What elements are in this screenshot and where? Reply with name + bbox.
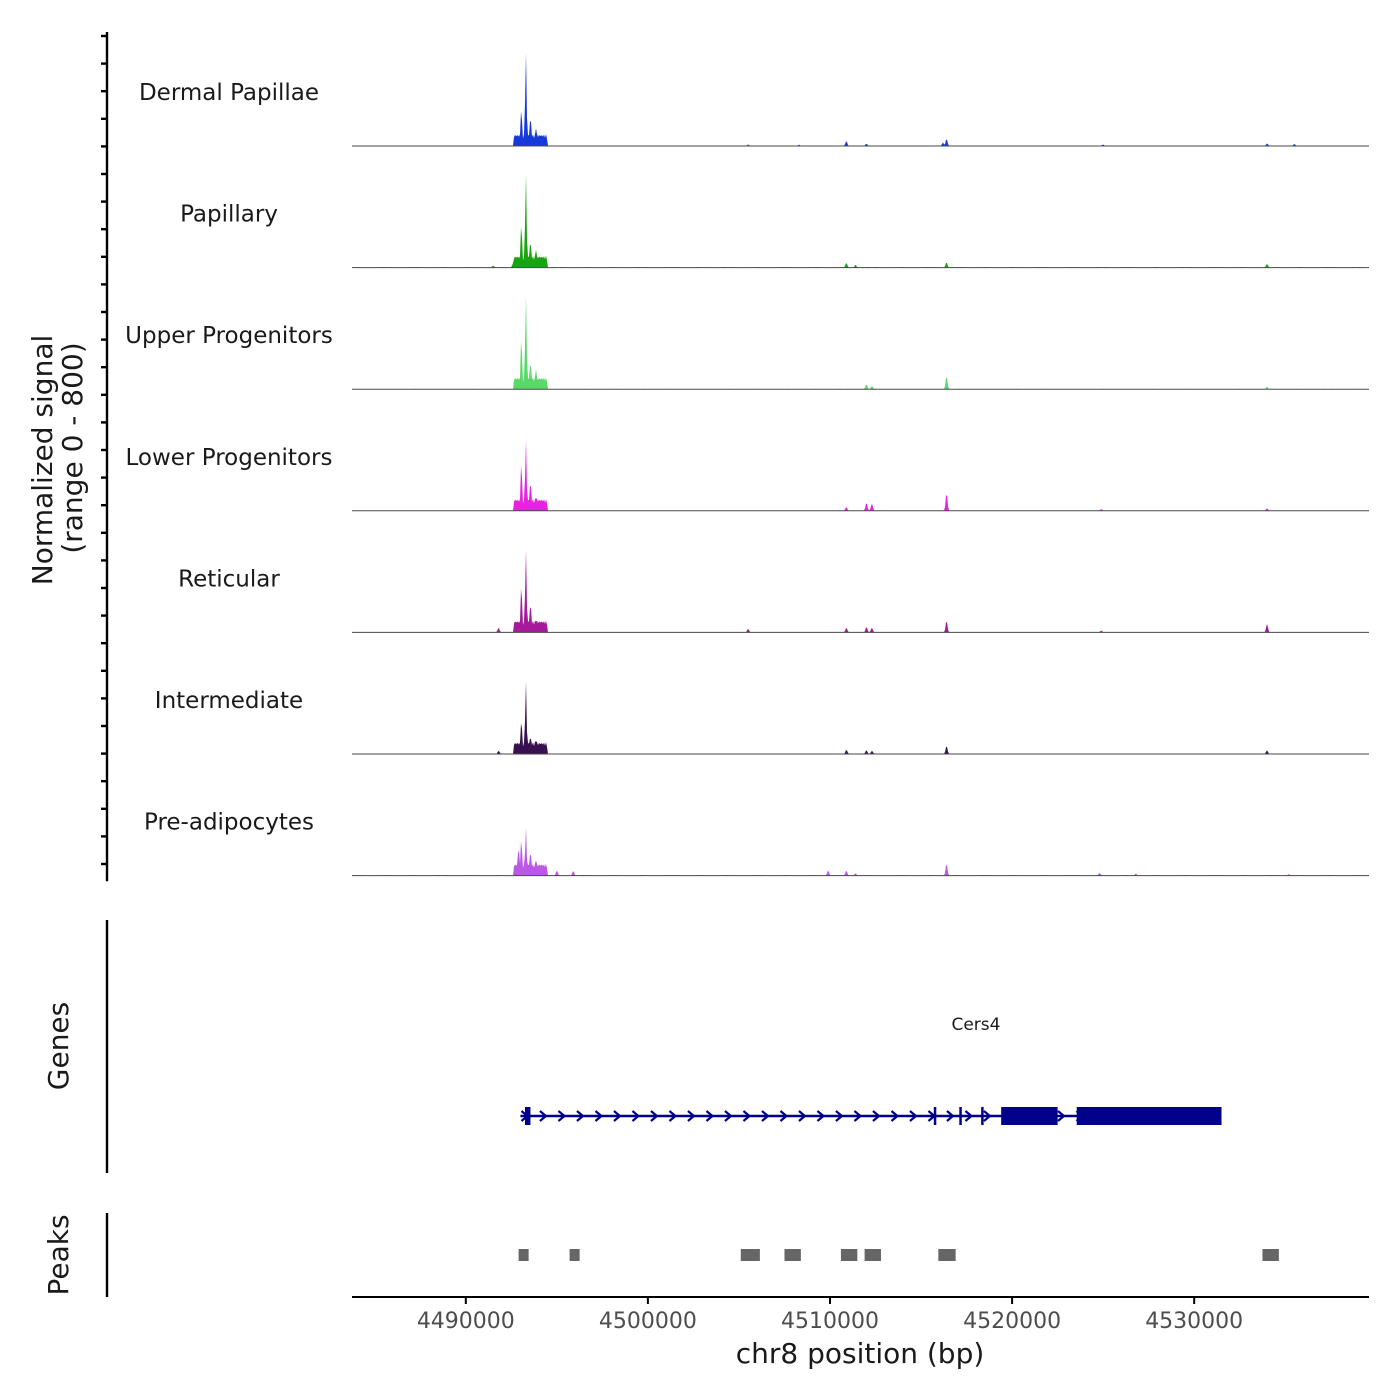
track-upper-progenitors: Upper Progenitors [125,295,1369,390]
signal-area [352,827,1369,876]
track-pre-adipocytes: Pre-adipocytes [144,810,1369,877]
strand-arrow [613,1110,622,1122]
peak-region [784,1249,801,1261]
strand-arrow [909,1110,918,1122]
x-tick-label: 4500000 [599,1309,697,1334]
x-tick-label: 4530000 [1145,1309,1243,1334]
strand-arrow [724,1110,733,1122]
signal-area [352,295,1369,390]
strand-arrow [668,1110,678,1122]
strand-arrow [1057,1110,1066,1122]
peak-region [569,1249,580,1261]
peaks-panel-label: Peaks [42,1214,75,1295]
exon [1001,1107,1058,1125]
strand-arrow [539,1110,548,1122]
signal-tracks: Dermal Papillae Papillary Upper Progenitor… [125,52,1369,877]
y-axis-title-line2: (range 0 - 800) [56,342,89,553]
strand-arrow [946,1110,955,1122]
strand-arrow [650,1110,659,1122]
x-tick-label: 4510000 [781,1309,879,1334]
signal-y-axis [101,32,109,882]
strand-arrow [687,1110,696,1122]
peak-region [864,1249,881,1261]
genes-panel-label: Genes [42,1002,75,1090]
gene-name-label: Cers4 [951,1015,1000,1035]
x-tick-label: 4490000 [417,1309,515,1334]
gene-cers4: Cers4 [520,1015,1222,1125]
signal-area [352,439,1369,511]
peak-region [1262,1249,1279,1261]
strand-arrow [557,1110,567,1122]
strand-arrow [853,1110,863,1122]
strand-arrow [779,1110,789,1122]
strand-arrow [594,1110,604,1122]
x-axis-title: chr8 position (bp) [736,1337,985,1370]
exon [981,1107,984,1125]
track-reticular: Reticular [178,549,1369,633]
peak-region [740,1249,760,1261]
peak-region [938,1249,956,1261]
track-dermal-papillae: Dermal Papillae [139,52,1369,147]
strand-arrow [964,1110,974,1122]
strand-arrow [983,1110,992,1122]
track-label: Lower Progenitors [126,445,333,471]
exon [524,1107,531,1125]
strand-arrow [742,1110,752,1122]
signal-area [352,52,1369,147]
track-label: Upper Progenitors [125,323,333,349]
track-label: Dermal Papillae [139,80,319,106]
signal-area [352,174,1369,268]
signal-area [352,681,1369,754]
strand-arrow [798,1110,807,1122]
strand-arrow [631,1110,641,1122]
track-lower-progenitors: Lower Progenitors [126,439,1369,512]
y-axis-title-line1: Normalized signal [26,335,59,586]
track-label: Reticular [178,566,280,592]
track-intermediate: Intermediate [155,681,1369,755]
strand-arrow [761,1110,770,1122]
x-tick-label: 4520000 [963,1309,1061,1334]
strand-arrow [835,1110,844,1122]
track-papillary: Papillary [180,174,1369,269]
track-label: Intermediate [155,688,303,714]
exon [1076,1107,1222,1125]
peak-region [518,1249,529,1261]
exon [959,1107,962,1125]
strand-arrow [816,1110,826,1122]
exon [933,1107,937,1125]
strand-arrow [705,1110,715,1122]
strand-arrow [890,1110,900,1122]
track-label: Pre-adipocytes [144,810,314,836]
x-axis-ticks: 4490000 4500000 4510000 4520000 4530000 [417,1297,1243,1334]
peak-regions [518,1249,1279,1261]
track-label: Papillary [180,202,278,228]
peak-region [840,1249,858,1261]
gene-models: Cers4 [520,1015,1222,1125]
strand-arrow [576,1110,585,1122]
strand-arrow [872,1110,881,1122]
signal-area [352,549,1369,633]
